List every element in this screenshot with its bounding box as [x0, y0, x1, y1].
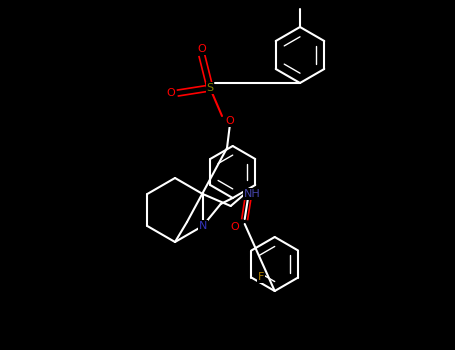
- Text: NH: NH: [244, 189, 261, 199]
- Text: O: O: [230, 222, 239, 232]
- Text: S: S: [207, 83, 213, 93]
- Text: F: F: [258, 273, 264, 282]
- Text: N: N: [198, 221, 207, 231]
- Text: O: O: [226, 116, 234, 126]
- Text: O: O: [167, 88, 175, 98]
- Text: O: O: [197, 44, 207, 54]
